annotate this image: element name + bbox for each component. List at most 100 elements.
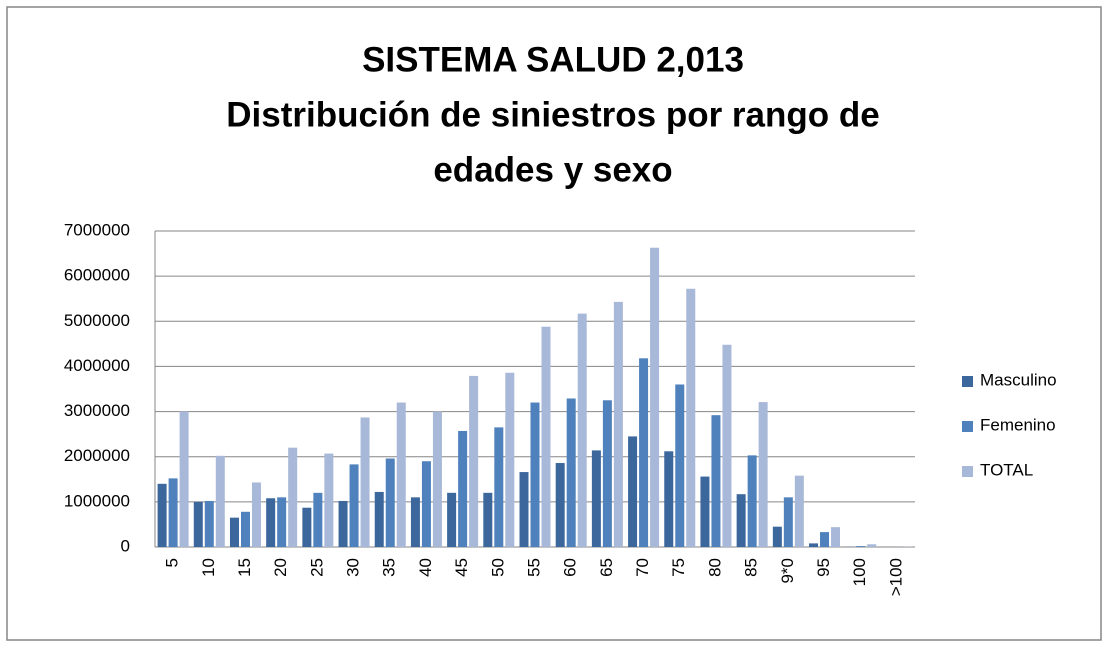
bar <box>266 498 276 547</box>
x-tick-label: 30 <box>344 558 363 577</box>
y-tick-label: 1000000 <box>64 491 130 510</box>
bar <box>856 546 866 547</box>
x-tick-label: 25 <box>307 558 326 577</box>
bar <box>410 497 420 547</box>
bar <box>360 417 370 547</box>
y-tick-label: 3000000 <box>64 401 130 420</box>
bar <box>193 501 203 547</box>
y-tick-label: 5000000 <box>64 311 130 330</box>
bar <box>809 543 819 547</box>
bar <box>288 447 298 547</box>
bar <box>555 463 565 547</box>
bar <box>577 313 587 547</box>
bar <box>215 455 225 547</box>
bar <box>831 527 841 547</box>
legend-swatch <box>962 466 973 477</box>
legend-label: Femenino <box>980 415 1056 434</box>
bar <box>505 372 515 547</box>
bar <box>374 491 384 547</box>
bar <box>639 358 649 547</box>
y-tick-label: 4000000 <box>64 356 130 375</box>
bar <box>302 507 312 547</box>
x-tick-label: 20 <box>271 558 290 577</box>
bar <box>313 492 323 547</box>
x-tick-label: 80 <box>705 558 724 577</box>
y-tick-label: 2000000 <box>64 446 130 465</box>
bar <box>675 384 685 547</box>
x-tick-label: 95 <box>814 558 833 577</box>
legend-label: Masculino <box>980 370 1057 389</box>
chart-title: edades y sexo <box>433 150 672 189</box>
bar <box>711 415 721 547</box>
bar <box>602 400 612 547</box>
bar <box>229 517 239 547</box>
bar <box>783 497 793 547</box>
bar <box>432 411 442 547</box>
x-tick-label: 60 <box>561 558 580 577</box>
bar <box>747 455 757 547</box>
chart-title: SISTEMA SALUD 2,013 <box>362 40 744 79</box>
bar <box>541 326 551 547</box>
bar <box>530 402 540 547</box>
bar <box>157 483 167 547</box>
x-tick-label: 65 <box>597 558 616 577</box>
bar <box>650 247 660 547</box>
x-tick-label: 45 <box>452 558 471 577</box>
x-tick-label: 35 <box>380 558 399 577</box>
bar <box>469 375 479 547</box>
bar <box>566 398 576 547</box>
bar <box>204 500 214 547</box>
bar <box>277 497 287 547</box>
x-tick-label: 15 <box>235 558 254 577</box>
bar <box>820 532 830 547</box>
bar <box>396 402 406 547</box>
bar <box>458 430 468 547</box>
chart-title: Distribución de siniestros por rango de <box>226 95 879 134</box>
bar <box>349 464 359 547</box>
bar <box>251 482 261 547</box>
y-tick-label: 0 <box>121 536 130 555</box>
x-tick-label: 50 <box>488 558 507 577</box>
bar <box>686 288 696 547</box>
bar <box>613 301 623 547</box>
bar <box>772 526 782 547</box>
bar <box>447 492 457 547</box>
legend-swatch <box>962 376 973 387</box>
bar <box>736 494 746 547</box>
bar <box>421 461 431 547</box>
bar <box>794 475 804 547</box>
bar <box>483 492 493 547</box>
bar <box>722 344 732 547</box>
x-tick-label: 85 <box>742 558 761 577</box>
x-tick-label: 70 <box>633 558 652 577</box>
bar <box>758 402 768 547</box>
bar <box>700 476 710 547</box>
bar <box>324 453 334 547</box>
x-tick-label: 100 <box>850 558 869 586</box>
bar <box>168 478 178 547</box>
legend-swatch <box>962 421 973 432</box>
bar <box>240 511 250 547</box>
bar <box>867 544 877 547</box>
x-tick-label: >100 <box>886 558 905 596</box>
bar <box>385 458 395 547</box>
x-tick-label: 55 <box>524 558 543 577</box>
legend-label: TOTAL <box>980 460 1033 479</box>
y-tick-label: 7000000 <box>64 220 130 239</box>
x-tick-label: 10 <box>199 558 218 577</box>
bar <box>338 500 348 547</box>
x-tick-label: 9*0 <box>778 558 797 584</box>
bar <box>519 472 529 547</box>
x-tick-label: 75 <box>669 558 688 577</box>
bar <box>664 451 674 547</box>
chart-frame <box>6 6 1102 641</box>
x-tick-label: 5 <box>163 558 182 567</box>
y-tick-label: 6000000 <box>64 266 130 285</box>
bar <box>494 427 504 547</box>
bar <box>628 436 638 547</box>
bar <box>179 411 189 547</box>
x-tick-label: 40 <box>416 558 435 577</box>
bar <box>591 450 601 547</box>
